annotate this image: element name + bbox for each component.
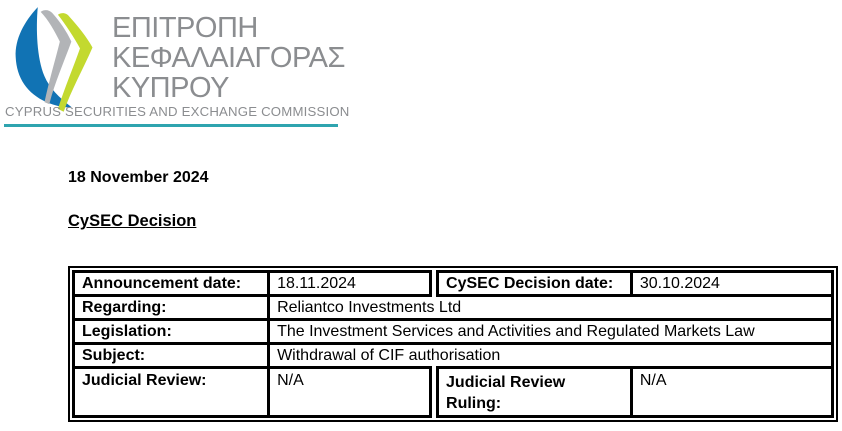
cysec-decision-date-value: 30.10.2024 — [629, 270, 835, 297]
document-heading: CySEC Decision — [68, 212, 197, 230]
judicial-review-value: N/A — [267, 366, 436, 418]
table-row-legislation: Legislation: The Investment Services and… — [71, 318, 834, 345]
logo-gray-chevron-icon — [40, 10, 72, 105]
legislation-value: The Investment Services and Activities a… — [267, 318, 834, 345]
logo-title-line1: ΕΠΙΤΡΟΠΗ — [112, 12, 258, 44]
document-date: 18 November 2024 — [68, 169, 209, 186]
legislation-label: Legislation: — [71, 318, 271, 345]
decision-table: Announcement date: 18.11.2024 CySEC Deci… — [71, 270, 835, 418]
subject-label: Subject: — [71, 342, 271, 369]
cysec-logo-mark — [15, 7, 93, 112]
cysec-decision-date-label: CySEC Decision date: — [429, 270, 633, 297]
logo-tagline: CYPRUS SECURITIES AND EXCHANGE COMMISSIO… — [5, 104, 350, 119]
table-row-subject: Subject: Withdrawal of CIF authorisation — [71, 342, 834, 369]
logo-teal-rule — [4, 124, 338, 127]
regarding-label: Regarding: — [71, 294, 271, 321]
judicial-review-ruling-label: Judicial Review Ruling: — [429, 366, 633, 418]
announcement-date-value: 18.11.2024 — [267, 270, 436, 297]
logo-greek-title: ΕΠΙΤΡΟΠΗ ΚΕΦΑΛΑΙΑΓΟΡΑΣ ΚΥΠΡΟΥ — [112, 13, 345, 103]
regarding-value: Reliantco Investments Ltd — [267, 294, 834, 321]
logo-green-chevron-icon — [57, 13, 93, 112]
table-row-judicial-review: Judicial Review: N/A Judicial Review Rul… — [71, 366, 835, 418]
subject-value: Withdrawal of CIF authorisation — [267, 342, 834, 369]
decision-table-frame: Announcement date: 18.11.2024 CySEC Deci… — [68, 266, 838, 422]
judicial-review-ruling-value: N/A — [629, 366, 835, 418]
logo-blue-petal-icon — [15, 7, 72, 108]
table-row-regarding: Regarding: Reliantco Investments Ltd — [71, 294, 834, 321]
judicial-review-label: Judicial Review: — [71, 366, 271, 418]
logo-title-line2: ΚΕΦΑΛΑΙΑΓΟΡΑΣ — [112, 42, 345, 74]
logo-title-line3: ΚΥΠΡΟΥ — [112, 72, 229, 104]
announcement-date-label: Announcement date: — [71, 270, 271, 297]
judicial-review-ruling-label-text: Judicial Review Ruling: — [446, 374, 566, 412]
table-row-announcement: Announcement date: 18.11.2024 CySEC Deci… — [71, 270, 835, 297]
